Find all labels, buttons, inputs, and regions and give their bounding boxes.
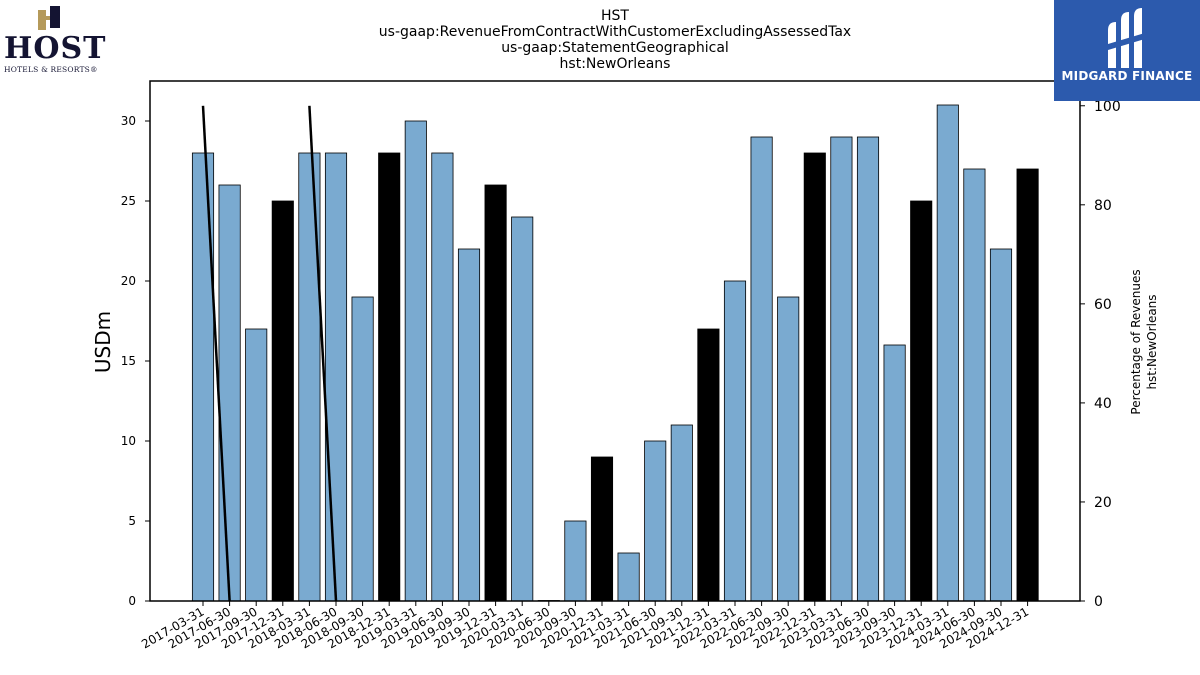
y-tick-label: 25 [121, 194, 136, 208]
y-right-tick-label: 20 [1094, 495, 1112, 511]
midgard-logo-text: MIDGARD FINANCE [1061, 69, 1193, 83]
bar-2017-12-31 [271, 200, 294, 602]
y-right-tick-label: 80 [1094, 198, 1112, 214]
y-right-tick-label: 0 [1094, 594, 1103, 610]
bar-2017-09-30 [245, 328, 268, 602]
midgard-finance-logo: MIDGARD FINANCE [1054, 0, 1200, 101]
bar-2024-09-30 [989, 248, 1013, 602]
bar-2018-09-30 [351, 296, 374, 602]
y-right-tick-label: 40 [1094, 396, 1112, 412]
chart-title: HST us-gaap:RevenueFromContractWithCusto… [379, 8, 851, 72]
y-right-tick-label: 100 [1094, 99, 1121, 115]
ticks-group: 0510152025300204060801002017-03-312017-0… [121, 99, 1121, 652]
bar-2022-06-30 [750, 136, 773, 602]
y-tick-label: 30 [121, 114, 136, 128]
bar-2018-12-31 [378, 152, 401, 602]
bar-2021-09-30 [670, 424, 693, 602]
bar-2019-03-31 [404, 120, 427, 602]
bar-2021-06-30 [644, 440, 667, 602]
y-right-tick-label: 60 [1094, 297, 1112, 313]
y-tick-label: 10 [121, 434, 136, 448]
bar-2022-09-30 [777, 296, 800, 602]
bar-2017-03-31 [191, 152, 215, 602]
plot-frame [149, 80, 1081, 602]
bar-2023-03-31 [830, 136, 853, 602]
host-logo-subtitle: HOTELS & RESORTS® [4, 65, 98, 74]
bar-2019-06-30 [431, 152, 454, 602]
host-hotels-logo: HOST HOTELS & RESORTS® [4, 4, 107, 76]
bar-2023-06-30 [856, 136, 880, 602]
bar-2019-09-30 [457, 248, 481, 602]
y-axis-label-right-2: hst:NewOrleans [1145, 294, 1159, 389]
midgard-mark-icon [1108, 8, 1148, 68]
bar-2018-03-31 [298, 152, 321, 602]
bar-2020-03-31 [511, 216, 534, 602]
bar-2022-12-31 [803, 152, 826, 602]
bar-2024-03-31 [936, 104, 959, 602]
title-line-1: HST [601, 8, 629, 24]
title-line-3: us-gaap:StatementGeographical [501, 40, 729, 56]
bar-2018-06-30 [324, 152, 348, 602]
bar-2020-09-30 [564, 520, 587, 602]
axes-group [149, 80, 1081, 602]
title-line-4: hst:NewOrleans [560, 56, 671, 72]
y-tick-label: 5 [128, 514, 136, 528]
y-tick-label: 15 [121, 354, 136, 368]
bar-2017-06-30 [218, 184, 241, 602]
bar-2020-12-31 [590, 456, 614, 602]
title-line-2: us-gaap:RevenueFromContractWithCustomerE… [379, 24, 851, 40]
bar-2021-03-31 [617, 552, 640, 602]
bar-2023-09-30 [883, 344, 906, 602]
y-axis-label-right-1: Percentage of Revenues [1129, 269, 1143, 414]
bar-2024-06-30 [963, 168, 986, 602]
host-mark-icon [38, 6, 60, 30]
percentage-line-group [201, 105, 338, 602]
y-tick-label: 0 [128, 594, 136, 608]
bar-2021-12-31 [697, 328, 720, 602]
host-logo-word: HOST [4, 31, 107, 66]
bar-2022-03-31 [723, 280, 747, 602]
bar-2024-12-31 [1016, 168, 1039, 602]
y-tick-label: 20 [121, 274, 136, 288]
y-axis-label: USDm [91, 311, 115, 373]
bars-group [191, 104, 1039, 602]
bar-2023-12-31 [910, 200, 933, 602]
bar-2019-12-31 [484, 184, 507, 602]
percentage-line-segment [201, 105, 231, 602]
percentage-line-segment [308, 105, 338, 602]
